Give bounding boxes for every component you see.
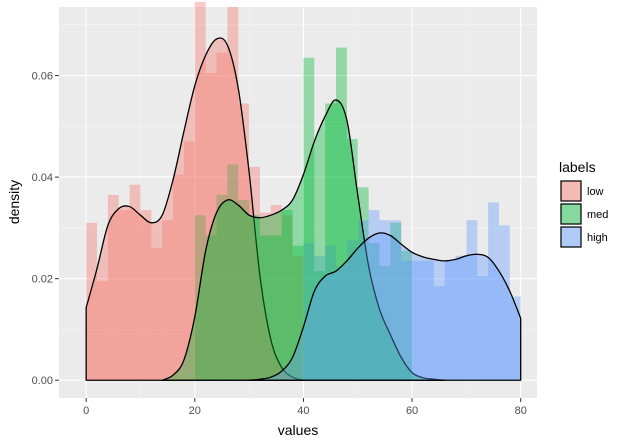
bar-high bbox=[357, 220, 369, 381]
y-tick-label: 0.06 bbox=[32, 71, 53, 83]
bar-low bbox=[259, 212, 271, 381]
bar-low bbox=[107, 194, 119, 381]
bar-high bbox=[477, 276, 489, 381]
bar-med bbox=[325, 103, 337, 381]
bar-low bbox=[118, 210, 130, 381]
x-tick-label: 60 bbox=[406, 405, 418, 417]
y-axis-title: density bbox=[6, 180, 22, 224]
density-med bbox=[161, 99, 446, 381]
bar-med bbox=[194, 215, 206, 381]
bar-high bbox=[433, 286, 445, 381]
bar-med bbox=[259, 235, 271, 381]
y-tick-label: 0.04 bbox=[32, 172, 53, 184]
legend-key-low bbox=[560, 180, 582, 202]
x-axis-title: values bbox=[278, 422, 318, 438]
bar-med bbox=[238, 199, 250, 381]
bar-low bbox=[194, 1, 206, 381]
bar-high bbox=[390, 220, 402, 381]
bar-high bbox=[368, 210, 380, 381]
bar-med bbox=[303, 57, 315, 381]
density-curves bbox=[85, 37, 522, 381]
bar-high bbox=[346, 240, 358, 381]
bar-med bbox=[270, 235, 282, 381]
bar-low bbox=[129, 184, 141, 381]
density-low bbox=[85, 37, 305, 381]
bar-low bbox=[173, 174, 184, 381]
bar-high bbox=[379, 220, 391, 381]
panel-background bbox=[59, 7, 537, 398]
bar-med bbox=[346, 139, 358, 381]
bar-low bbox=[216, 52, 228, 381]
bar-low bbox=[249, 166, 260, 381]
legend-key-bg-med bbox=[560, 203, 582, 225]
bar-low bbox=[183, 141, 195, 381]
bar-low bbox=[292, 255, 304, 381]
bar-low bbox=[151, 248, 163, 381]
bar-low bbox=[97, 281, 108, 381]
density-high bbox=[248, 232, 522, 381]
legend-label-low: low bbox=[587, 186, 604, 198]
axes: 0 20 40 60 80 0.00 0.02 0.04 0.06 bbox=[32, 71, 527, 417]
legend-title: labels bbox=[559, 159, 596, 175]
bar-low bbox=[162, 220, 174, 381]
bar-high bbox=[412, 260, 423, 381]
legend-label-high: high bbox=[587, 232, 608, 244]
bar-high bbox=[336, 265, 347, 381]
bar-med bbox=[205, 235, 217, 381]
legend-key-bg-low bbox=[560, 180, 582, 202]
bar-low bbox=[86, 222, 98, 381]
legend-label-med: med bbox=[587, 209, 608, 221]
bar-high bbox=[466, 220, 478, 381]
bar-med bbox=[368, 243, 380, 381]
bar-med bbox=[336, 47, 347, 381]
bar-high bbox=[401, 260, 413, 381]
bar-high bbox=[444, 260, 456, 381]
bar-low bbox=[270, 205, 282, 381]
bar-high bbox=[455, 255, 467, 381]
bar-low bbox=[238, 103, 250, 381]
bar-med bbox=[401, 250, 413, 381]
bar-med bbox=[357, 187, 369, 381]
bar-high bbox=[325, 245, 337, 381]
bar-high bbox=[488, 202, 499, 381]
bar-med bbox=[249, 215, 260, 381]
x-tick-label: 0 bbox=[83, 405, 89, 417]
x-tick-label: 40 bbox=[297, 405, 309, 417]
bar-low bbox=[227, 7, 239, 381]
bar-med bbox=[314, 271, 326, 381]
bar-low bbox=[281, 215, 293, 381]
x-tick-label: 20 bbox=[189, 405, 201, 417]
bar-med bbox=[292, 245, 304, 381]
x-tick-label: 80 bbox=[515, 405, 527, 417]
legend: labels low med high bbox=[559, 159, 608, 248]
histogram-bars bbox=[86, 1, 521, 381]
y-tick-label: 0.02 bbox=[32, 274, 53, 286]
y-tick-label: 0.00 bbox=[32, 375, 53, 387]
bar-low bbox=[140, 210, 152, 381]
legend-key-med bbox=[560, 203, 582, 225]
legend-key-high bbox=[560, 226, 582, 248]
bar-high bbox=[314, 255, 326, 381]
bar-med bbox=[216, 194, 228, 381]
bar-high bbox=[498, 225, 510, 381]
bar-med bbox=[390, 222, 402, 381]
bar-high bbox=[303, 243, 315, 381]
bar-med bbox=[281, 210, 293, 381]
bar-med bbox=[227, 164, 239, 381]
bar-high bbox=[509, 296, 521, 381]
legend-key-bg-high bbox=[560, 226, 582, 248]
bar-high bbox=[422, 260, 434, 381]
